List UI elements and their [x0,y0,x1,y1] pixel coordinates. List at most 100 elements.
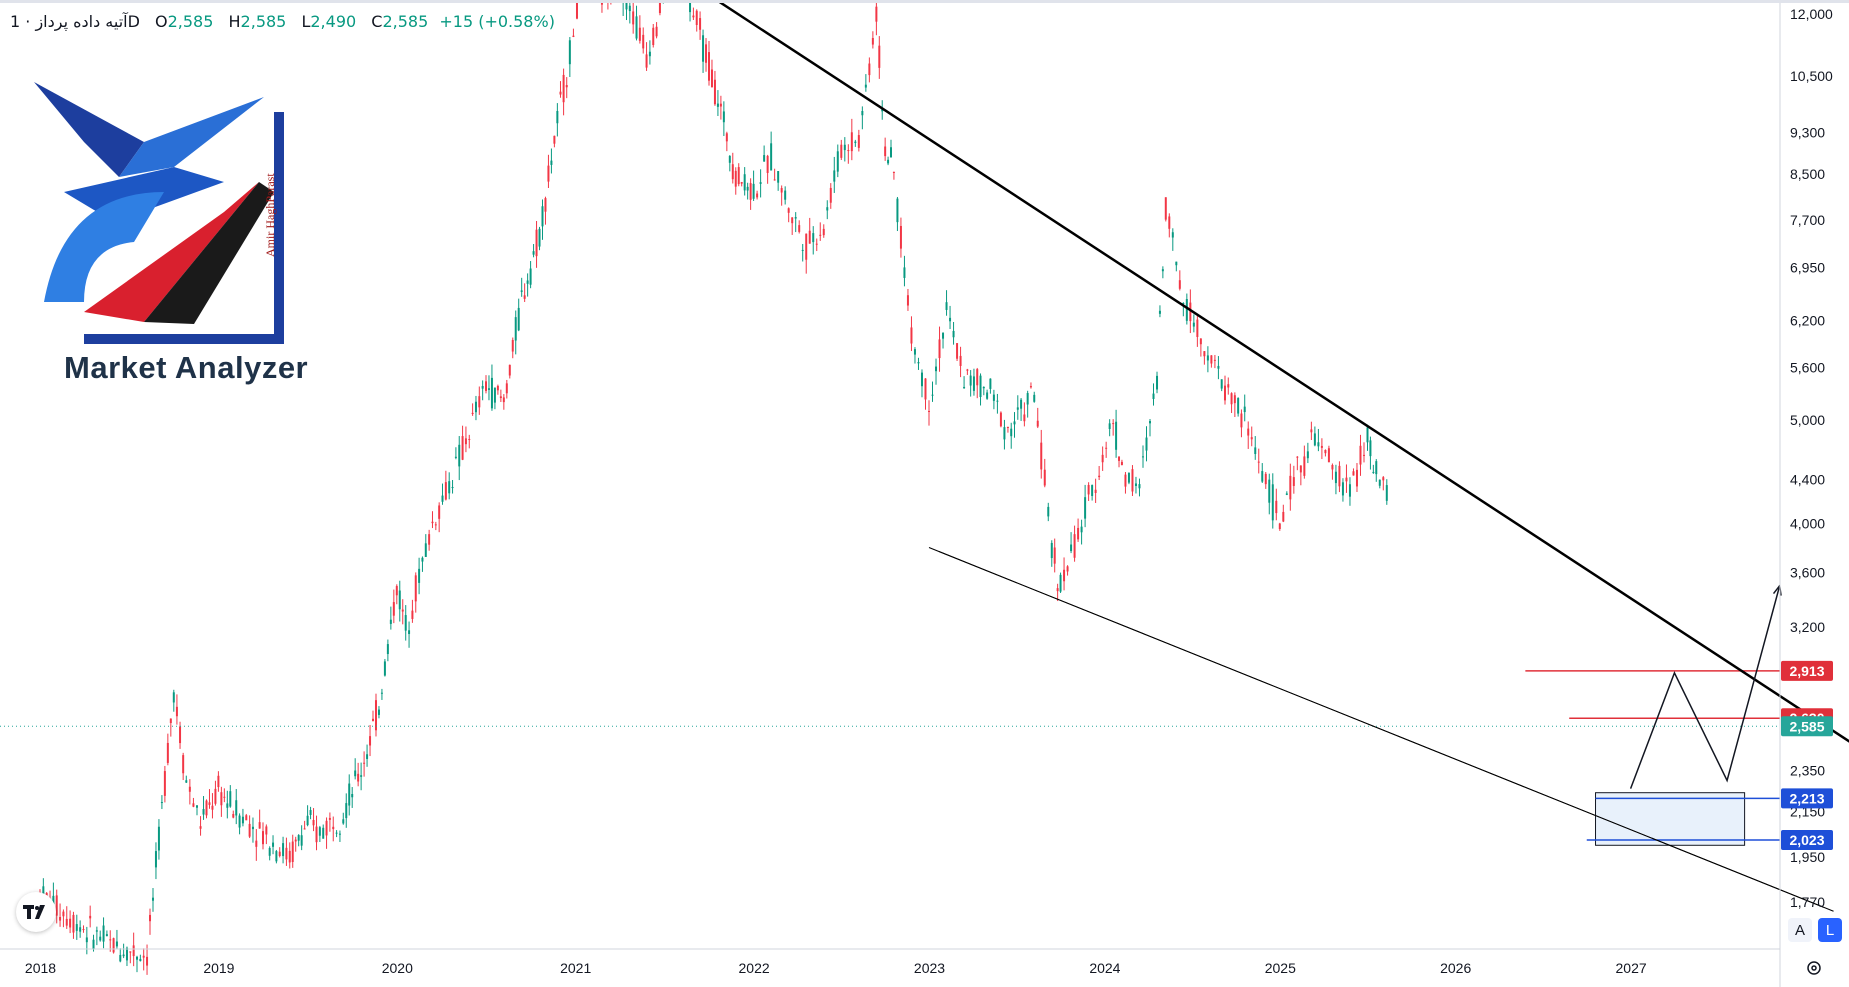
candle-body [892,171,895,173]
candle-body [979,375,982,397]
auto-scale-button[interactable]: A [1788,918,1812,942]
x-tick-label: 2020 [382,960,413,976]
price-badge-current: 2,585 [1789,718,1824,734]
candle-body [312,819,315,826]
candle-body [903,267,906,278]
candle-body [363,762,366,764]
candle-body [268,848,271,856]
candle-body [514,317,517,341]
candle-body [740,182,743,184]
settings-gear-icon[interactable] [1804,958,1824,978]
candle-body [1063,569,1066,582]
candle-body [966,369,969,371]
candle-body [398,590,401,610]
candle-body [69,918,72,928]
candle-body [642,34,645,49]
candle-body [1285,493,1288,495]
candle-body [794,217,797,219]
candle-body [1247,428,1250,436]
candle-body [345,803,348,819]
candle-body [1275,500,1278,514]
candle-body [749,183,752,200]
y-tick-label: 1,950 [1790,849,1825,865]
candle-body [1131,469,1134,492]
candle-body [725,133,728,142]
candle-body [808,230,811,244]
candle-body [550,160,553,165]
candle-body [235,800,238,816]
candle-body [928,410,930,412]
candle-body [125,947,128,961]
candle-body [502,397,505,403]
tradingview-logo[interactable] [16,892,56,932]
candle-body [1210,355,1213,364]
candle-body [366,754,369,759]
candle-body [335,832,338,834]
candle-body [942,333,945,339]
candle-body [815,243,818,245]
candle-body [297,835,300,841]
interval-label[interactable]: 1D [10,12,140,31]
candle-body [716,103,719,107]
candle-body [1362,454,1365,456]
candle-body [850,132,853,152]
candle-body [1056,588,1059,592]
candle-body [1141,456,1144,458]
candle-body [1152,393,1155,399]
candle-body [1016,407,1019,410]
candle-body [791,217,794,224]
candle-body [338,833,341,835]
candle-body [1375,461,1378,475]
candle-body [868,63,871,76]
y-tick-label: 3,600 [1790,565,1825,581]
candle-body [1149,421,1152,424]
candle-body [710,69,713,88]
candle-body [389,619,392,624]
candle-body [383,661,386,676]
candle-body [275,851,278,862]
candle-body [864,84,867,88]
candle-body [72,914,75,933]
candle-body [238,815,241,828]
candle-body [1091,485,1094,496]
candle-body [759,182,762,184]
candle-body [179,726,182,744]
x-tick-label: 2018 [25,960,56,976]
candle-body [1020,399,1023,409]
y-tick-label: 6,950 [1790,259,1825,275]
candle-body [1233,395,1236,404]
candle-body [963,386,966,389]
candle-body [1338,465,1341,487]
candle-body [737,167,740,185]
support-zone-box [1595,792,1746,846]
candle-body [648,51,651,57]
candle-body [1108,423,1111,429]
candle-body [728,155,731,163]
low-value: 2,490 [310,12,357,31]
candle-body [332,826,335,830]
candle-body [441,495,444,502]
candle-body [1077,527,1080,540]
candle-body [635,16,638,39]
candle-body [75,924,78,931]
candle-body [756,193,759,198]
candle-body [1053,547,1056,564]
candle-body [471,412,474,415]
candle-body [291,841,294,862]
candle-body [272,842,275,847]
close-label: C [371,12,383,31]
symbol-name[interactable]: آتیه داده پرداز [35,12,128,31]
candle-body [896,198,899,223]
candle-body [1320,445,1323,448]
candle-body [129,951,132,953]
log-scale-button[interactable]: L [1818,918,1842,942]
candle-body [464,438,467,445]
candle-body [1261,471,1264,482]
candle-body [386,644,389,655]
candle-body [652,27,655,45]
candle-body [258,822,261,829]
y-tick-label: 6,200 [1790,312,1825,328]
y-tick-label: 8,500 [1790,166,1825,182]
